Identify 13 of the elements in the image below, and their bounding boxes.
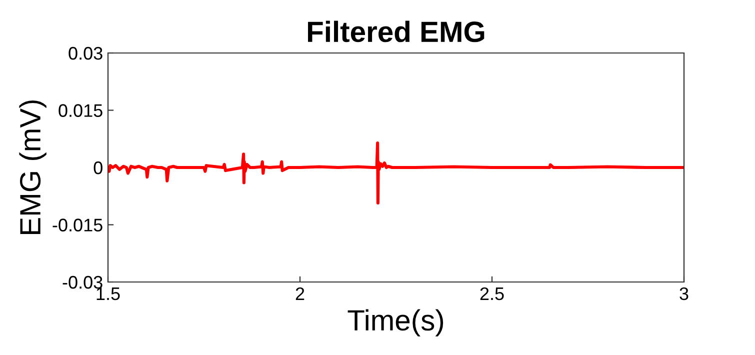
y-tick-label: -0.03	[62, 276, 102, 289]
y-tick-label: 0.03	[68, 46, 102, 60]
x-tick-label: 1.5	[96, 288, 120, 300]
y-tick-label: -0.015	[52, 218, 102, 232]
y-axis-title: EMG (mV)	[19, 100, 46, 234]
y-tick-label: 0.015	[58, 104, 102, 117]
x-axis-title: Time(s)	[348, 309, 444, 336]
line-series	[108, 142, 684, 205]
x-tick-label: 2	[296, 287, 304, 300]
chart-title: Filtered EMG	[308, 20, 484, 42]
x-tick-label: 2.5	[480, 287, 504, 300]
x-tick-label: 3	[680, 287, 688, 300]
y-tick-label: 0	[94, 161, 102, 174]
